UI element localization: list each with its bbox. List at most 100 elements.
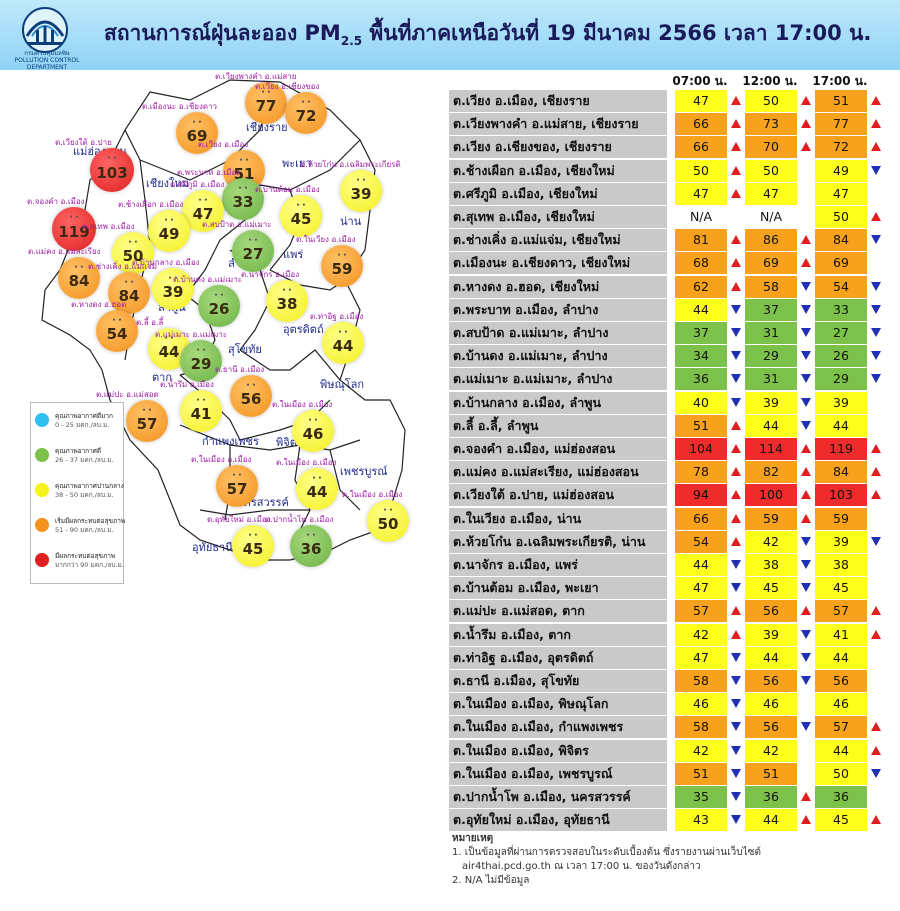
face-icon: • • xyxy=(383,507,393,514)
station-bubble[interactable]: • • 54 xyxy=(96,310,138,352)
pm25-value-cell: 51 xyxy=(675,414,727,437)
logo-text-en: POLLUTION CONTROL DEPARTMENT xyxy=(14,57,80,71)
station-bubble[interactable]: • • 36 xyxy=(290,525,332,567)
trend-down-icon xyxy=(801,652,811,662)
trend-up-icon xyxy=(731,188,741,198)
trend-down-icon xyxy=(731,652,741,662)
station-bubble[interactable]: • • 39 xyxy=(152,268,194,310)
table-row: ต.ในเวียง อ.เมือง, น่าน 66 59 59 xyxy=(449,507,889,530)
face-icon: • • xyxy=(69,214,79,221)
station-bubble[interactable]: • • 41 xyxy=(180,390,222,432)
table-row: ต.ท่าอิฐ อ.เมือง, อุตรดิตถ์ 47 44 44 xyxy=(449,646,889,669)
legend-range: มากกว่า 90 มคก./ลบ.ม. xyxy=(55,561,124,569)
station-label: ต.ในเมือง อ.เมือง xyxy=(276,458,337,467)
station-bubble[interactable]: • • 49 xyxy=(148,210,190,252)
pm25-value-cell: 59 xyxy=(815,507,867,530)
trend-up-icon xyxy=(731,513,741,523)
trend-up-icon xyxy=(731,235,741,245)
face-icon: • • xyxy=(246,382,256,389)
station-name: ต.ในเมือง อ.เมือง, พิษณุโลก xyxy=(449,693,667,716)
pm25-value-cell: 44 xyxy=(675,298,727,321)
station-bubble[interactable]: • • 39 xyxy=(340,170,382,212)
trend-up-icon xyxy=(801,444,811,453)
table-row: ต.บ้านกลาง อ.เมือง, ลำพูน 40 39 39 xyxy=(449,391,889,414)
station-bubble[interactable]: • • 45 xyxy=(232,525,274,567)
station-bubble[interactable]: • • 38 xyxy=(266,280,308,322)
station-bubble[interactable]: • • 57 xyxy=(216,465,258,507)
station-bubble[interactable]: • • 44 xyxy=(296,468,338,510)
title-subscript: 2.5 xyxy=(340,34,363,49)
trend-down-icon xyxy=(731,304,741,314)
table-row: ต.ช้างเผือก อ.เมือง, เชียงใหม่ 50 50 49 xyxy=(449,159,889,182)
station-bubble[interactable]: • • 33 xyxy=(222,178,264,220)
station-value: 50 xyxy=(377,514,399,533)
trend-down-icon xyxy=(731,815,741,825)
table-row: ต.สุเทพ อ.เมือง, เชียงใหม่ N/A N/A 50 xyxy=(449,206,889,228)
pm25-value-cell: 57 xyxy=(675,600,727,623)
table-row: ต.นาจักร อ.เมือง, แพร่ 44 38 38 xyxy=(449,554,889,576)
station-bubble[interactable]: • • 50 xyxy=(367,500,409,542)
station-bubble[interactable]: • • 27 xyxy=(232,230,274,272)
station-bubble[interactable]: • • 50 xyxy=(112,232,154,274)
trend-up-icon xyxy=(731,629,741,639)
pcd-logo-icon xyxy=(22,7,68,53)
station-bubble[interactable]: • • 47 xyxy=(182,190,224,232)
trend-up-icon xyxy=(871,96,881,105)
station-bubble[interactable]: • • 44 xyxy=(322,322,364,364)
legend-range: 26 - 37 มคก./ลบ.ม. xyxy=(55,456,114,464)
trend-down-icon xyxy=(801,583,811,593)
trend-down-icon xyxy=(731,792,741,801)
station-bubble[interactable]: • • 46 xyxy=(292,410,334,452)
station-label: ต.ศรีภูมิ อ.เมือง xyxy=(170,180,225,189)
table-row: ต.แม่ปะ อ.แม่สอด, ตาก 57 56 57 xyxy=(449,600,889,623)
station-name: ต.แม่คง อ.แม่สะเรียง, แม่ฮ่องสอน xyxy=(449,461,667,484)
province-label: เชียงใหม่ xyxy=(146,177,189,190)
pm25-value-cell: 66 xyxy=(675,113,727,136)
trend-down-icon xyxy=(731,328,741,337)
station-bubble[interactable]: • • 26 xyxy=(198,285,240,327)
station-label: ต.ในเมือง อ.เมือง xyxy=(191,455,252,464)
station-value: 39 xyxy=(162,282,184,301)
station-bubble[interactable]: • • 57 xyxy=(126,400,168,442)
pm25-value-cell: 50 xyxy=(675,159,727,182)
pm25-value-cell: 44 xyxy=(745,809,797,832)
station-bubble[interactable]: • • 29 xyxy=(180,340,222,382)
pm25-value-cell: 27 xyxy=(815,322,867,344)
pm25-value-cell: 42 xyxy=(745,530,797,553)
notes-title: หมายเหตุ xyxy=(452,833,494,844)
station-bubble[interactable]: • • 77 xyxy=(245,82,287,124)
station-bubble[interactable]: • • 84 xyxy=(108,272,150,314)
table-row: ต.ในเมือง อ.เมือง, พิษณุโลก 46 46 46 xyxy=(449,693,889,716)
station-bubble[interactable]: • • 59 xyxy=(321,245,363,287)
station-bubble[interactable]: • • 72 xyxy=(285,92,327,134)
note-line-1: 1. เป็นข้อมูลที่ผ่านการตรวจสอบในระดับเบื… xyxy=(452,847,761,858)
province-label: พะเยา xyxy=(282,157,312,170)
pm25-value-cell: 81 xyxy=(675,229,727,252)
pm25-value-cell: 103 xyxy=(815,484,867,507)
station-name: ต.ในเมือง อ.เมือง, เพชรบูรณ์ xyxy=(449,762,667,785)
station-bubble[interactable]: • • 84 xyxy=(58,257,100,299)
table-row: ต.พระบาท อ.เมือง, ลำปาง 44 37 33 xyxy=(449,298,889,321)
trend-up-icon xyxy=(731,258,741,268)
pm25-value-cell: N/A xyxy=(745,206,797,228)
station-bubble[interactable]: • • 119 xyxy=(52,207,96,251)
station-name: ต.บ้านดง อ.แม่เมาะ, ลำปาง xyxy=(449,345,667,368)
station-bubble[interactable]: • • 69 xyxy=(176,112,218,154)
station-name: ต.ช่างเคิ่ง อ.แม่แจ่ม, เชียงใหม่ xyxy=(449,229,667,252)
face-icon: • • xyxy=(198,197,208,204)
trend-down-icon xyxy=(871,351,881,361)
station-label: ต.แม่คง อ.แม่สะเรียง xyxy=(28,247,101,256)
station-value: 36 xyxy=(300,539,322,558)
table-row: ต.อุทัยใหม่ อ.เมือง, อุทัยธานี 43 44 45 xyxy=(449,809,889,832)
station-bubble[interactable]: • • 45 xyxy=(280,195,322,237)
station-bubble[interactable]: • • 56 xyxy=(230,375,272,417)
legend-range: 0 - 25 มคก./ลบ.ม. xyxy=(55,421,110,429)
pm25-value-cell: 31 xyxy=(745,368,797,391)
station-bubble[interactable]: • • 103 xyxy=(90,148,134,192)
pm25-value-cell: 50 xyxy=(815,206,867,228)
trend-down-icon xyxy=(801,676,811,685)
pm25-value-cell: 34 xyxy=(675,345,727,368)
station-label: ต.พระบาท อ.เมือง xyxy=(177,168,241,177)
station-label: ต.ปากน้ำโพ อ.เมือง xyxy=(265,515,334,524)
station-name: ต.สบป้าด อ.แม่เมาะ, ลำปาง xyxy=(449,322,667,344)
